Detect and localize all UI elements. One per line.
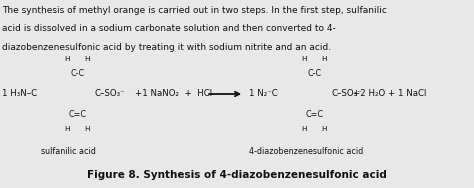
Text: 4-diazobenzenesulfonic acid: 4-diazobenzenesulfonic acid	[248, 147, 363, 156]
Text: +2 H₂O + 1 NaCl: +2 H₂O + 1 NaCl	[353, 89, 427, 99]
Text: H: H	[302, 56, 307, 62]
Text: H: H	[85, 56, 90, 62]
Text: H: H	[65, 56, 70, 62]
Text: C=C: C=C	[68, 110, 86, 119]
Text: C–SO₃⁻: C–SO₃⁻	[94, 89, 125, 99]
Text: C=C: C=C	[305, 110, 323, 119]
Text: H: H	[85, 126, 90, 132]
Text: H: H	[302, 126, 307, 132]
Text: acid is dissolved in a sodium carbonate solution and then converted to 4-: acid is dissolved in a sodium carbonate …	[2, 24, 336, 33]
Text: sulfanilic acid: sulfanilic acid	[41, 147, 96, 156]
Text: 1 H₃N–C: 1 H₃N–C	[2, 89, 37, 99]
Text: Figure 8. Synthesis of 4-diazobenzenesulfonic acid: Figure 8. Synthesis of 4-diazobenzenesul…	[87, 171, 387, 180]
Text: H: H	[322, 56, 327, 62]
Text: C-C: C-C	[71, 69, 84, 78]
Text: diazobenzenesulfonic acid by treating it with sodium nitrite and an acid.: diazobenzenesulfonic acid by treating it…	[2, 43, 331, 52]
Text: +1 NaNO₂  +  HCl: +1 NaNO₂ + HCl	[135, 89, 212, 99]
Text: 1 N₂⁻C: 1 N₂⁻C	[249, 89, 278, 99]
Text: C–SO₃⁻: C–SO₃⁻	[331, 89, 362, 99]
Text: H: H	[322, 126, 327, 132]
Text: H: H	[65, 126, 70, 132]
Text: C-C: C-C	[308, 69, 321, 78]
Text: The synthesis of methyl orange is carried out in two steps. In the first step, s: The synthesis of methyl orange is carrie…	[2, 6, 387, 15]
